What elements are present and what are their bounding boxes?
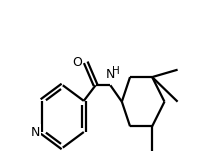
Text: O: O [72,56,82,69]
Text: N: N [31,125,40,139]
Text: N: N [106,68,115,81]
Text: H: H [112,66,119,76]
